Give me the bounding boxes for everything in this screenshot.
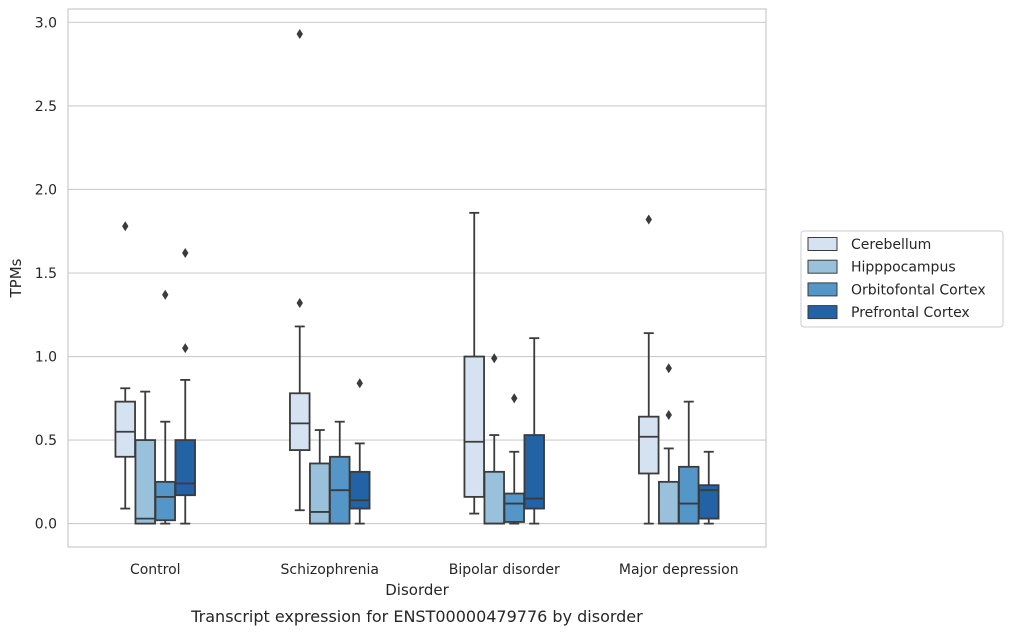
box-body xyxy=(134,439,156,525)
plot-background xyxy=(68,9,766,547)
x-tick-labels: Control Schizophrenia Bipolar disorder Majo… xyxy=(130,562,739,578)
box-cerebellum xyxy=(463,211,485,515)
x-tick-label: Schizophrenia xyxy=(281,562,379,578)
y-tick-label: 1.5 xyxy=(35,266,57,282)
box-body xyxy=(154,480,176,522)
outlier-point xyxy=(511,393,518,404)
plot-frame xyxy=(67,8,767,548)
box-body xyxy=(658,480,680,525)
box-prefrontal-cortex xyxy=(349,378,371,525)
outlier-point xyxy=(665,363,672,374)
y-tick-label: 0.5 xyxy=(35,433,57,449)
outlier-point xyxy=(491,353,498,364)
box-hipppocampus xyxy=(658,363,680,525)
legend: Cerebellum Hipppocampus Orbitofontal Corte… xyxy=(800,230,1004,328)
outlier-point xyxy=(356,378,363,389)
box-prefrontal-cortex xyxy=(698,450,720,525)
box-body xyxy=(289,392,311,451)
box-cerebellum xyxy=(638,214,660,525)
box-cerebellum xyxy=(114,221,136,510)
box-body xyxy=(349,470,371,510)
legend-swatch xyxy=(807,237,838,251)
box-body xyxy=(463,355,485,498)
box-hipppocampus xyxy=(134,390,156,525)
box-prefrontal-cortex xyxy=(523,337,545,525)
box-groups xyxy=(114,29,720,525)
box-orbitofontal-cortex xyxy=(154,289,176,525)
legend-label: Hipppocampus xyxy=(851,260,956,276)
outlier-point xyxy=(296,298,303,309)
outlier-point xyxy=(296,29,303,40)
legend-swatch xyxy=(807,282,838,297)
outlier-point xyxy=(182,247,189,258)
x-axis-label: Disorder xyxy=(385,581,449,599)
x-tick-label: Bipolar disorder xyxy=(449,562,560,578)
legend-swatch xyxy=(807,305,838,320)
legend-label: Prefrontal Cortex xyxy=(851,305,970,321)
box-cerebellum xyxy=(289,29,311,512)
box-body xyxy=(174,439,196,497)
x-tick-label: Major depression xyxy=(619,562,739,578)
box-hipppocampus xyxy=(309,429,331,525)
y-tick-label: 1.0 xyxy=(35,350,57,366)
outlier-point xyxy=(122,221,129,232)
box-prefrontal-cortex xyxy=(174,247,196,525)
y-tick-label: 2.0 xyxy=(35,182,57,198)
box-body xyxy=(638,415,660,475)
chart-caption: Transcript expression for ENST0000047977… xyxy=(190,607,643,626)
box-body xyxy=(523,434,545,510)
legend-swatch xyxy=(807,259,838,274)
legend-frame xyxy=(800,230,1004,328)
outlier-point xyxy=(665,410,672,421)
y-tick-label: 0.0 xyxy=(35,517,57,533)
box-body xyxy=(483,470,505,525)
y-tick-label: 3.0 xyxy=(35,15,57,31)
box-body xyxy=(309,462,331,525)
y-tick-labels: 0.0 0.5 1.0 1.5 2.0 2.5 3.0 xyxy=(35,15,57,532)
box-body xyxy=(698,484,720,520)
y-tick-label: 2.5 xyxy=(35,99,57,115)
legend-label: Cerebellum xyxy=(851,237,931,253)
outlier-point xyxy=(162,289,169,300)
x-tick-label: Control xyxy=(130,562,181,578)
box-body xyxy=(678,465,700,525)
outlier-point xyxy=(182,343,189,354)
outlier-point xyxy=(645,214,652,225)
y-axis-label: TPMs xyxy=(7,258,25,298)
box-orbitofontal-cortex xyxy=(503,393,525,525)
legend-label: Orbitofontal Cortex xyxy=(851,282,986,298)
box-body xyxy=(503,492,525,523)
box-body xyxy=(114,400,136,458)
